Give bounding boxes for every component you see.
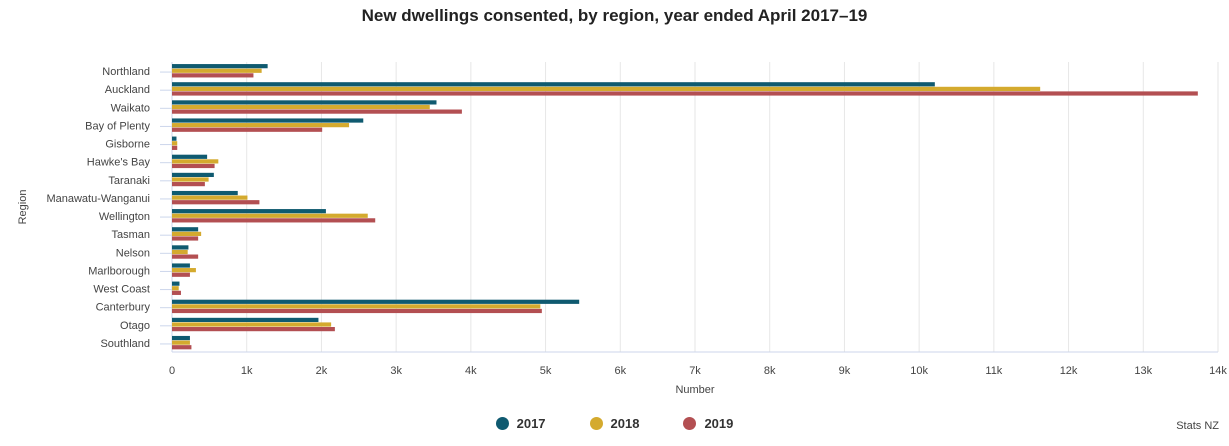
y-tick-label: Manawatu-Wanganui [46, 193, 150, 205]
bar-2017 [172, 263, 190, 268]
bar-2017 [172, 82, 935, 87]
x-axis-title: Number [675, 384, 714, 396]
bar-2019 [172, 145, 178, 150]
bar-2018 [172, 86, 1041, 91]
legend-item-2019[interactable]: 2019 [683, 416, 733, 431]
y-tick-label: Gisborne [105, 139, 150, 151]
bar-2017 [172, 118, 364, 123]
bar-2019 [172, 182, 205, 187]
y-axis-title: Region [17, 190, 29, 225]
legend-label: 2017 [516, 416, 546, 431]
x-tick-label: 3k [390, 365, 402, 377]
x-tick-label: 0 [169, 365, 175, 377]
bar-2019 [172, 200, 260, 205]
bar-2018 [172, 213, 368, 218]
bar-2017 [172, 335, 190, 341]
bar-2019 [172, 236, 199, 241]
x-tick-label: 12k [1060, 365, 1078, 377]
bar-2017 [172, 172, 214, 178]
bar-2019 [172, 109, 462, 114]
y-tick-label: Waikato [111, 102, 150, 114]
bar-2019 [172, 218, 376, 223]
bar-2019 [172, 91, 1198, 96]
bar-2019 [172, 127, 323, 132]
bar-2017 [172, 100, 437, 105]
chart-title: New dwellings consented, by region, year… [361, 6, 868, 25]
bar-2019 [172, 254, 199, 259]
x-tick-label: 13k [1134, 365, 1152, 377]
bar-2017 [172, 209, 326, 214]
bar-2017 [172, 317, 319, 323]
bar-2018 [172, 159, 219, 164]
y-tick-label: Canterbury [96, 302, 151, 314]
bar-2018 [172, 286, 179, 291]
bar-2019 [172, 290, 181, 295]
bar-2017 [172, 190, 238, 196]
y-tick-label: Wellington [99, 211, 150, 223]
bar-2017 [172, 154, 208, 159]
bar-2018 [172, 195, 248, 200]
legend-label: 2019 [704, 416, 734, 431]
y-tick-label: Taranaki [108, 175, 150, 187]
bar-2018 [172, 141, 178, 146]
bar-2018 [172, 249, 188, 255]
bar-2018 [172, 231, 202, 236]
bar-2018 [172, 268, 196, 273]
bar-2017 [172, 245, 189, 250]
legend-item-2017[interactable]: 2017 [495, 416, 546, 431]
bar-2018 [172, 68, 262, 73]
bar-2019 [172, 308, 542, 314]
y-tick-label: Northland [102, 66, 150, 78]
x-tick-label: 7k [689, 365, 701, 377]
bar-2019 [172, 73, 254, 78]
bar-2019 [172, 327, 335, 332]
y-tick-label: Otago [120, 320, 150, 332]
legend-marker-icon [589, 417, 603, 430]
x-tick-label: 6k [614, 365, 626, 377]
y-tick-label: Bay of Plenty [85, 120, 150, 132]
bar-2018 [172, 304, 541, 309]
y-tick-label: Auckland [105, 84, 150, 96]
bar-2017 [172, 136, 177, 141]
y-tick-label: Tasman [111, 229, 150, 241]
x-tick-label: 9k [839, 365, 851, 377]
credit-text: Stats NZ [1176, 420, 1219, 432]
bar-2017 [172, 227, 199, 232]
bar-2019 [172, 345, 192, 350]
bar-2018 [172, 340, 190, 345]
x-tick-label: 8k [764, 365, 776, 377]
y-tick-label: Southland [100, 338, 150, 350]
legend: 2017 2018 2019 [0, 416, 1229, 431]
x-tick-label: 11k [985, 365, 1002, 377]
bar-2018 [172, 104, 430, 110]
y-tick-label: Hawke's Bay [87, 157, 151, 169]
bar-2018 [172, 322, 332, 327]
bar-2017 [172, 281, 180, 286]
bar-2019 [172, 163, 215, 169]
legend-marker-icon [683, 417, 697, 430]
y-tick-label: West Coast [93, 284, 150, 296]
bar-2017 [172, 299, 580, 304]
x-tick-label: 1k [241, 365, 253, 377]
legend-marker-icon [495, 417, 509, 430]
bar-2019 [172, 272, 190, 277]
x-tick-label: 14k [1209, 365, 1227, 377]
y-tick-label: Nelson [116, 247, 150, 259]
x-tick-label: 10k [910, 365, 928, 377]
bar-2018 [172, 123, 350, 128]
x-tick-label: 4k [465, 365, 477, 377]
x-tick-label: 5k [540, 365, 552, 377]
legend-item-2018[interactable]: 2018 [589, 416, 640, 431]
legend-label: 2018 [610, 416, 640, 431]
y-tick-label: Marlborough [88, 265, 150, 277]
bar-2017 [172, 64, 268, 69]
x-tick-label: 2k [316, 365, 328, 377]
bar-2018 [172, 177, 209, 182]
